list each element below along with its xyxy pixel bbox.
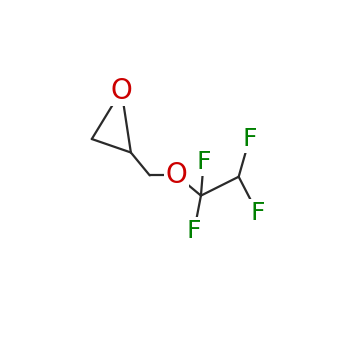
Text: F: F (250, 201, 265, 225)
Text: F: F (187, 219, 202, 243)
Text: O: O (166, 161, 188, 189)
Text: F: F (196, 150, 211, 174)
Text: O: O (111, 77, 132, 105)
Text: F: F (242, 127, 257, 151)
